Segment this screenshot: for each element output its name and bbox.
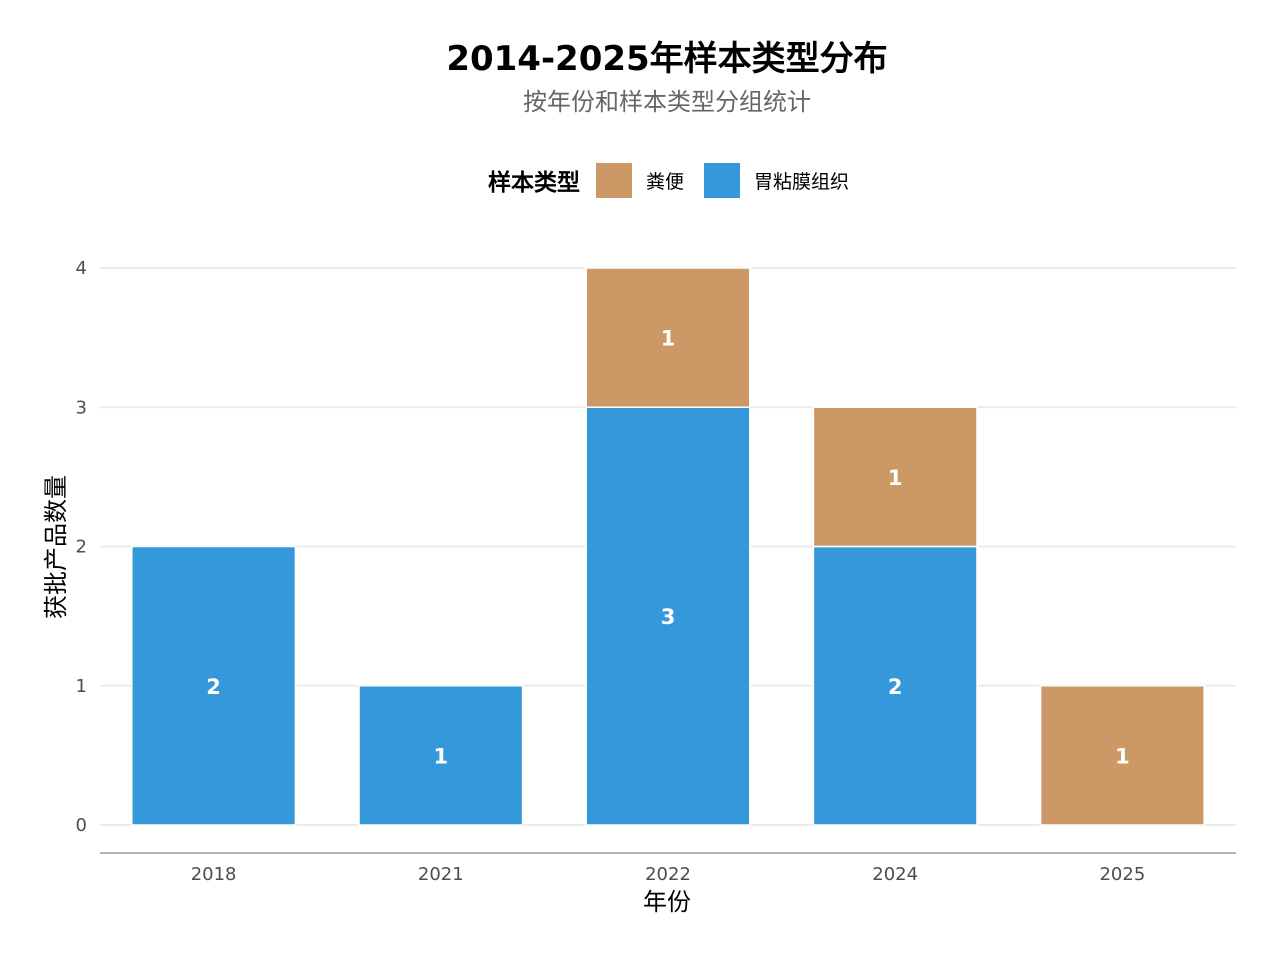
bar-segment	[585, 267, 751, 408]
legend-swatch-fecal	[596, 163, 632, 198]
bar-value-label: 2	[888, 675, 903, 699]
x-axis-ticks: 2018 2021 2022 2024 2025	[191, 864, 1146, 885]
y-tick-label: 1	[76, 676, 87, 697]
chart-title: 2014-2025年样本类型分布	[446, 39, 887, 79]
legend-title: 样本类型	[488, 169, 580, 196]
legend-label-gastric: 胃粘膜组织	[754, 171, 849, 193]
bars	[131, 267, 1205, 826]
y-tick-label: 3	[76, 397, 87, 418]
x-tick-label: 2018	[191, 864, 237, 885]
bar-segment	[131, 545, 297, 826]
bar-segment	[812, 406, 978, 548]
x-tick-label: 2024	[872, 864, 918, 885]
bar-data-labels: 2 1 3 1 2 1 1	[206, 327, 1129, 769]
bar-value-label: 1	[661, 327, 676, 351]
y-tick-label: 2	[76, 537, 87, 558]
bar-value-label: 1	[1115, 744, 1130, 768]
x-tick-label: 2025	[1099, 864, 1145, 885]
x-axis-title: 年份	[643, 888, 691, 916]
bar-value-label: 1	[888, 466, 903, 490]
x-tick-label: 2021	[418, 864, 464, 885]
bar-segment	[358, 685, 524, 826]
bar-value-label: 3	[661, 605, 676, 629]
y-tick-label: 4	[76, 258, 87, 279]
bar-segment	[1039, 685, 1205, 826]
chart-subtitle: 按年份和样本类型分组统计	[523, 88, 811, 116]
legend-swatch-gastric	[704, 163, 740, 198]
y-axis-ticks: 0 1 2 3 4	[76, 258, 87, 836]
bar-value-label: 1	[433, 744, 448, 768]
bar-value-label: 2	[206, 675, 221, 699]
legend-label-fecal: 粪便	[646, 171, 684, 193]
x-tick-label: 2022	[645, 864, 691, 885]
y-tick-label: 0	[76, 815, 87, 836]
legend: 样本类型 粪便 胃粘膜组织	[488, 163, 849, 198]
y-axis-title: 获批产品数量	[42, 475, 70, 619]
